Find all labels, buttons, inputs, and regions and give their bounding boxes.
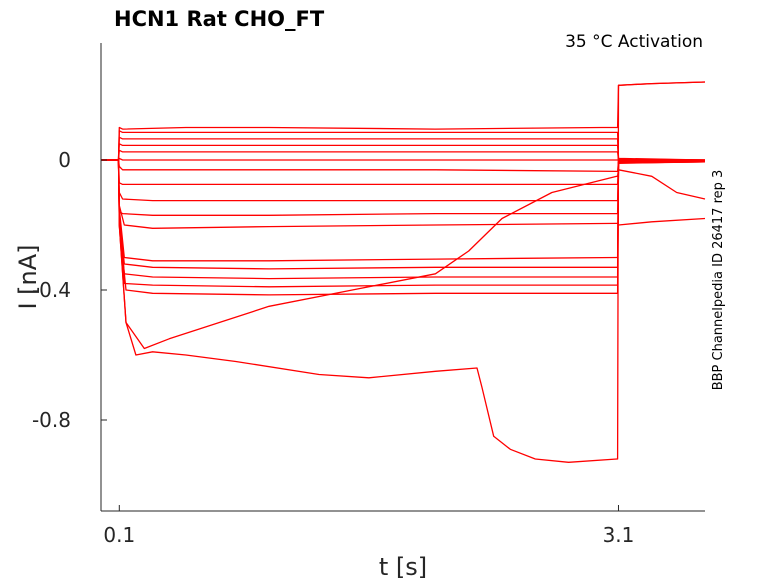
x-axis-ticks: 0.1 3.1 xyxy=(103,505,634,547)
current-trace-8 xyxy=(101,159,706,186)
y-axis-label: I [nA] xyxy=(14,244,42,309)
current-trace-6 xyxy=(101,157,705,161)
traces xyxy=(101,81,706,463)
y-tick-label: 0 xyxy=(58,148,71,172)
y-tick-label: -0.4 xyxy=(32,278,71,302)
x-axis-label: t [s] xyxy=(379,553,427,581)
y-axis-ticks: 0 -0.4 -0.8 xyxy=(32,148,107,432)
x-tick-label: 3.1 xyxy=(603,523,635,547)
current-trace-1 xyxy=(101,81,706,161)
current-trace-18 xyxy=(101,81,706,463)
current-trace-9 xyxy=(101,159,706,202)
current-trace-3 xyxy=(101,136,706,161)
y-tick-label: -0.8 xyxy=(32,408,71,432)
channelpedia-id-label: BBP Channelpedia ID 26417 rep 3 xyxy=(711,170,726,391)
chart-subtitle: 35 °C Activation xyxy=(565,32,703,52)
current-trace-10 xyxy=(101,159,706,216)
x-tick-label: 0.1 xyxy=(103,523,135,547)
current-trace-7 xyxy=(101,159,706,173)
current-trace-12 xyxy=(101,159,706,262)
current-trace-17 xyxy=(101,159,706,350)
current-trace-5 xyxy=(101,149,706,161)
chart-title: HCN1 Rat CHO_FT xyxy=(114,7,325,31)
